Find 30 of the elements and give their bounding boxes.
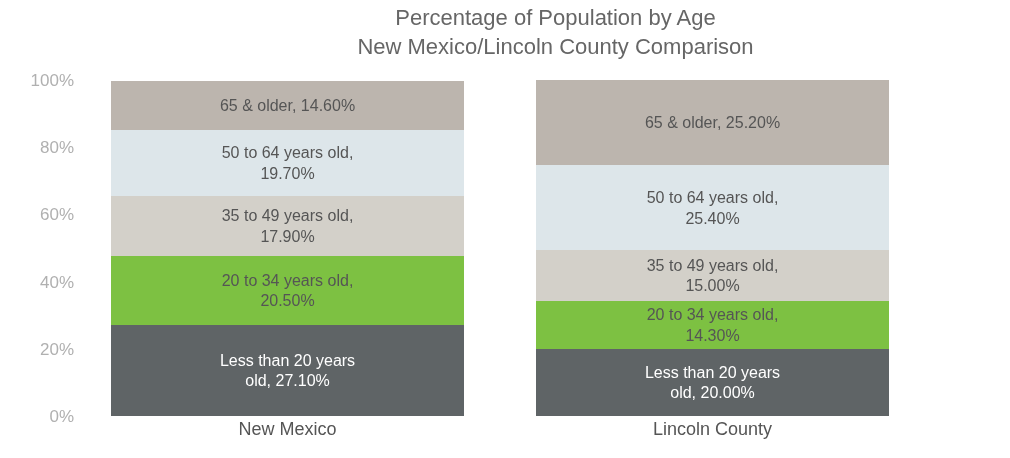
bar	[111, 129, 464, 196]
bar	[111, 256, 464, 325]
bar	[536, 80, 889, 166]
data-label: Less than 20 years old, 20.00%	[644, 363, 781, 402]
data-label: 35 to 49 years old, 15.00%	[646, 256, 779, 295]
data-label: 65 & older, 25.20%	[644, 114, 781, 132]
bar	[536, 348, 889, 416]
bar	[111, 324, 464, 416]
y-tick-label: 60%	[39, 205, 74, 225]
bar	[536, 165, 889, 251]
chart-title: Percentage of Population by Age	[395, 5, 716, 31]
data-label: 50 to 64 years old, 25.40%	[646, 188, 779, 227]
y-tick-label: 80%	[39, 138, 74, 158]
data-label: 65 & older, 14.60%	[219, 96, 356, 114]
y-tick-label: 0%	[49, 406, 74, 426]
x-tick-label: New Mexico	[238, 419, 337, 439]
data-label: 20 to 34 years old, 14.30%	[646, 305, 779, 344]
data-label: 35 to 49 years old, 17.90%	[221, 207, 354, 245]
x-tick-label: Lincoln County	[652, 419, 773, 439]
y-tick-label: 20%	[39, 339, 74, 359]
bar	[111, 80, 464, 130]
bar	[536, 300, 889, 349]
bar	[536, 250, 889, 301]
data-label: 50 to 64 years old, 19.70%	[221, 143, 354, 182]
bar	[111, 195, 464, 257]
y-tick-label: 100%	[30, 70, 74, 90]
data-label: 20 to 34 years old, 20.50%	[221, 271, 354, 310]
chart-subtitle: New Mexico/Lincoln County Comparison	[357, 33, 754, 59]
data-label: Less than 20 years old, 27.10%	[219, 351, 356, 390]
y-tick-label: 40%	[39, 272, 74, 292]
